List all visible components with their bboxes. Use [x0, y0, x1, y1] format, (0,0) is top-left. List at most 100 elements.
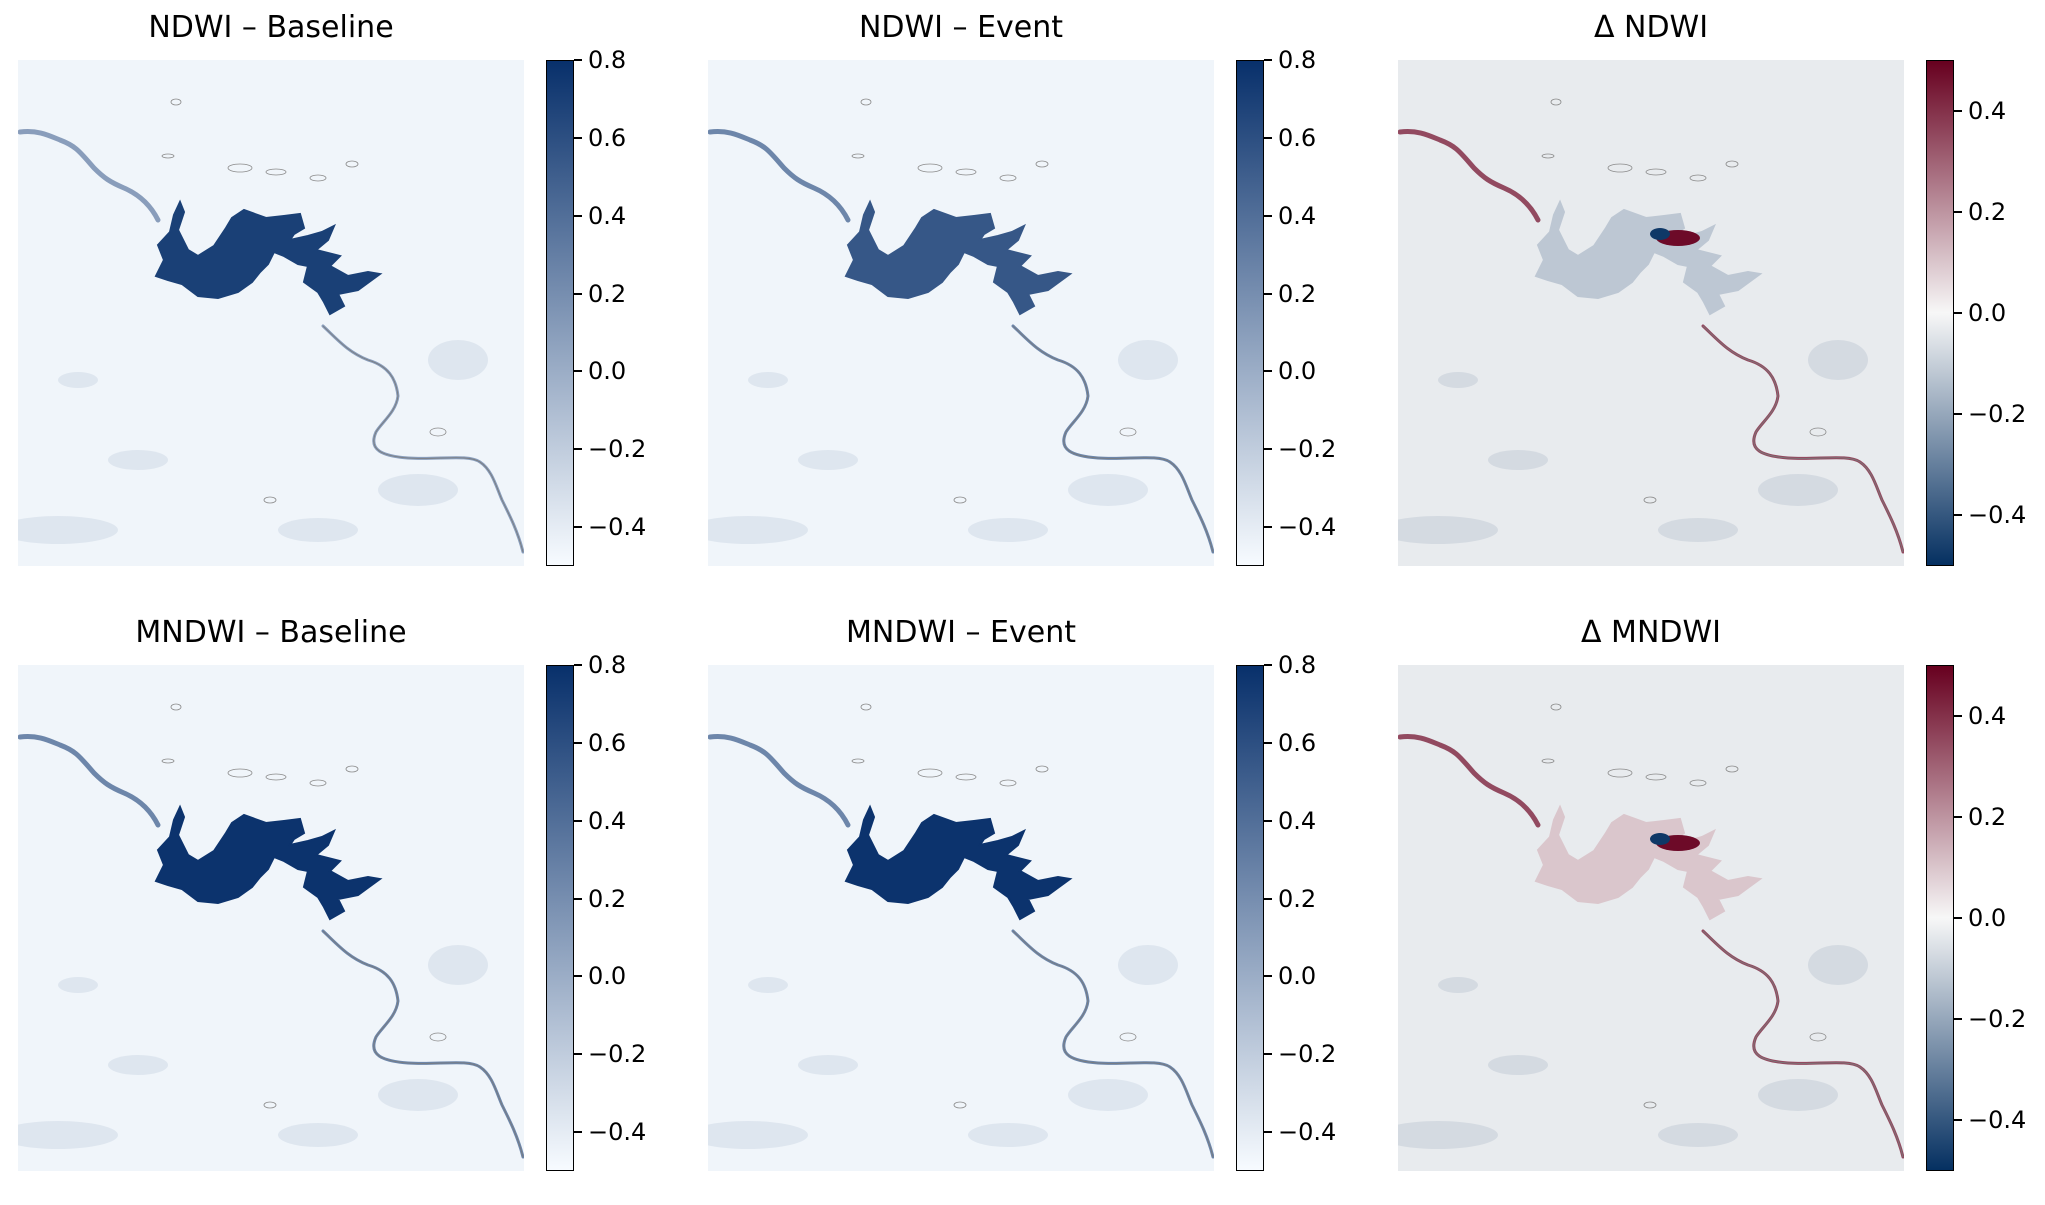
- change-hotspot: [1650, 228, 1670, 240]
- river-upstream: [708, 129, 851, 223]
- tick-mark: [574, 448, 582, 451]
- tick-label: 0.6: [1278, 728, 1317, 757]
- tick-label: 0.6: [588, 123, 627, 152]
- tick-label: 0.2: [588, 279, 627, 308]
- change-hotspot: [1650, 833, 1670, 845]
- tick-label: −0.2: [588, 435, 647, 464]
- panel-title: NDWI – Baseline: [148, 10, 394, 45]
- pond-outline: [1645, 168, 1667, 176]
- pond-outline: [1550, 98, 1562, 106]
- river-upstream: [18, 129, 161, 223]
- tick-label: −0.2: [588, 1040, 647, 1069]
- tick-mark: [1264, 819, 1272, 822]
- tick-mark: [574, 214, 582, 217]
- land-patch: [1398, 1121, 1498, 1149]
- pond-outline: [851, 758, 865, 764]
- tick-label: 0.4: [1278, 806, 1317, 835]
- tick-label: 0.4: [1278, 201, 1317, 230]
- pond-outline: [1119, 427, 1137, 437]
- land-patch: [278, 518, 358, 542]
- panel-ndwi-event: NDWI – Event 0.8 0.6 0.4 0.2 0.0 −0.2 −0.4: [708, 10, 1408, 600]
- land-patch: [428, 945, 488, 985]
- ndwi-event-map: [708, 60, 1214, 566]
- reservoir: [1534, 199, 1763, 316]
- tick-mark: [574, 370, 582, 373]
- tick-mark: [1264, 526, 1272, 529]
- land-patch: [1118, 340, 1178, 380]
- panel-title: Δ MNDWI: [1581, 615, 1721, 650]
- tick-mark: [574, 1053, 582, 1056]
- land-patch: [1488, 450, 1548, 470]
- tick-label: 0.8: [1278, 46, 1317, 74]
- land-patch: [58, 977, 98, 993]
- panel-delta-mndwi: Δ MNDWI 0.4 0.2 0.0 −0.2 −0.4: [1398, 615, 2045, 1205]
- land-patch: [748, 977, 788, 993]
- river-outline: [1012, 930, 1214, 1158]
- tick-label: −0.2: [1278, 435, 1337, 464]
- tick-mark: [1264, 897, 1272, 900]
- tick-mark: [574, 741, 582, 744]
- pond-outline: [1035, 765, 1049, 773]
- tick-label: 0.2: [588, 884, 627, 913]
- pond-outline: [227, 163, 253, 173]
- river-upstream: [18, 734, 161, 828]
- pond-outline: [1035, 160, 1049, 168]
- pond-outline: [1645, 773, 1667, 781]
- panel-mndwi-event: MNDWI – Event 0.8 0.6 0.4 0.2 0.0 −0.2 −0.4: [708, 615, 1408, 1205]
- tick-mark: [1954, 109, 1962, 112]
- panel-title: MNDWI – Baseline: [135, 615, 407, 650]
- mndwi-event-map: [708, 665, 1214, 1171]
- land-patch: [58, 372, 98, 388]
- tick-mark: [1954, 413, 1962, 416]
- tick-label: 0.2: [1968, 197, 2007, 226]
- panel-ndwi-baseline: NDWI – Baseline 0.8 0.6 0.4 0.2 0.0 −0.2 −0.4: [18, 10, 718, 600]
- pond-outline: [1725, 160, 1739, 168]
- delta-ndwi-map: [1398, 60, 1904, 566]
- river-outline: [1702, 325, 1904, 553]
- reservoir: [844, 199, 1073, 316]
- tick-label: 0.2: [1278, 279, 1317, 308]
- land-patch: [1658, 518, 1738, 542]
- colorbar-ticks: 0.8 0.6 0.4 0.2 0.0 −0.2 −0.4: [1264, 651, 1384, 1171]
- river-upstream: [708, 734, 851, 828]
- river-outline: [1012, 325, 1214, 553]
- land-patch: [278, 1123, 358, 1147]
- tick-label: 0.8: [588, 46, 627, 74]
- tick-label: −0.2: [1278, 1040, 1337, 1069]
- pond-outline: [860, 98, 872, 106]
- land-patch: [1068, 474, 1148, 506]
- pond-outline: [917, 163, 943, 173]
- tick-mark: [1264, 292, 1272, 295]
- land-patch: [1398, 516, 1498, 544]
- river-outline: [1702, 930, 1904, 1158]
- land-patch: [1488, 1055, 1548, 1075]
- pond-outline: [955, 168, 977, 176]
- land-patch: [1758, 474, 1838, 506]
- reservoir: [844, 804, 1073, 921]
- tick-mark: [1264, 1053, 1272, 1056]
- tick-mark: [1264, 59, 1272, 61]
- pond-outline: [1607, 163, 1633, 173]
- pond-outline: [429, 427, 447, 437]
- tick-label: 0.2: [1278, 884, 1317, 913]
- colorbar: [1236, 60, 1264, 566]
- tick-label: −0.2: [1968, 1005, 2027, 1034]
- tick-label: 0.4: [588, 806, 627, 835]
- tick-mark: [574, 897, 582, 900]
- tick-mark: [574, 292, 582, 295]
- river-upstream: [1398, 129, 1541, 223]
- tick-mark: [1954, 714, 1962, 717]
- tick-mark: [1954, 210, 1962, 213]
- pond-outline: [1541, 153, 1555, 159]
- pond-outline: [265, 773, 287, 781]
- tick-mark: [574, 975, 582, 978]
- land-patch: [968, 1123, 1048, 1147]
- land-patch: [428, 340, 488, 380]
- colorbar-ticks: 0.4 0.2 0.0 −0.2 −0.4: [1954, 60, 2045, 566]
- ndwi-baseline-map: [18, 60, 524, 566]
- tick-mark: [574, 664, 582, 666]
- tick-label: 0.4: [1968, 96, 2007, 125]
- land-patch: [1118, 945, 1178, 985]
- tick-mark: [1954, 1018, 1962, 1021]
- reservoir: [154, 804, 383, 921]
